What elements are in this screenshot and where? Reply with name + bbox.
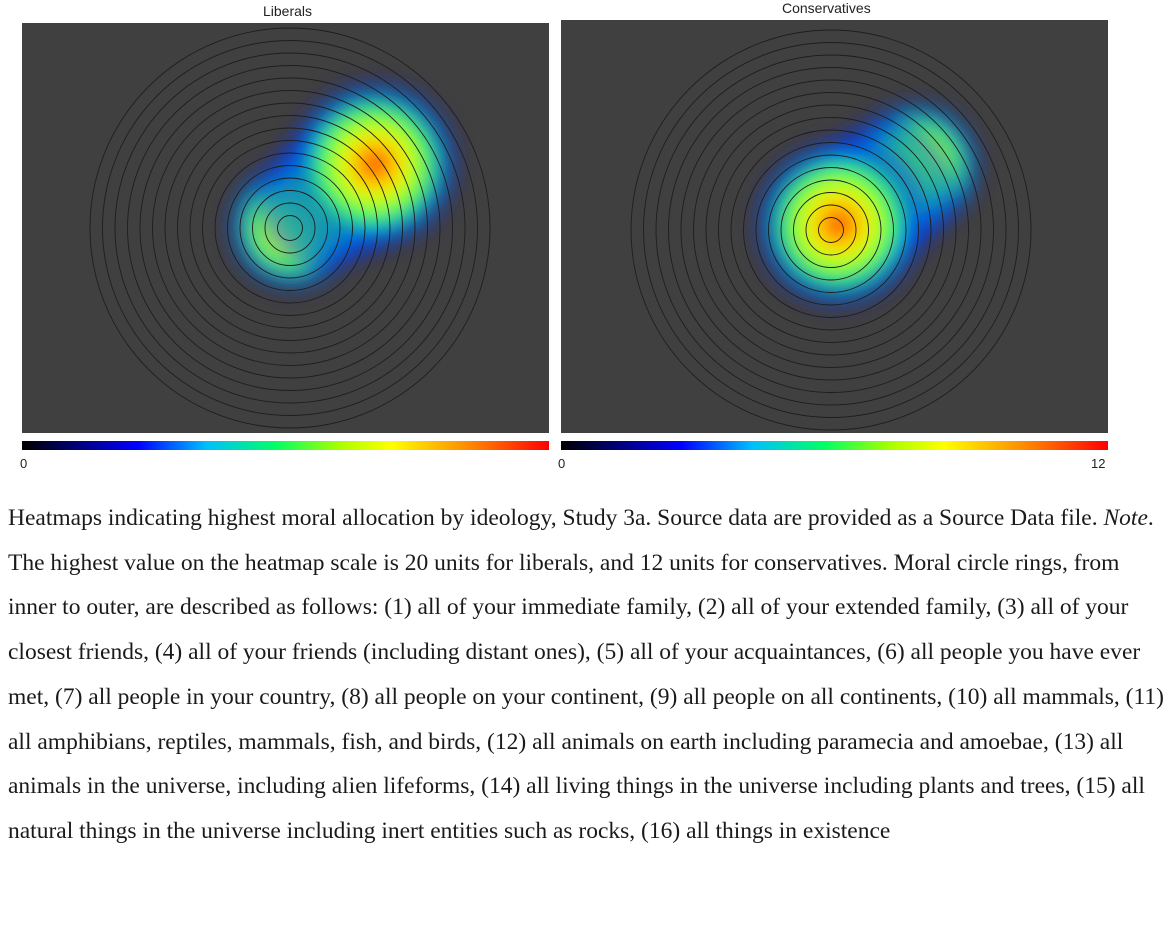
moral-circle-ring-4 [780,179,882,281]
liberals-colorbar-min: 0 [20,456,28,471]
moral-circle-ring-12 [139,77,441,379]
liberals-colorbar [22,441,549,450]
moral-circle-ring-6 [214,152,366,304]
conservatives-heatmap [561,20,1108,433]
heat-blobs [226,78,461,293]
moral-circle-ring-13 [127,65,453,391]
moral-circle-ring-16 [89,27,491,429]
moral-circle-ring-15 [102,40,478,416]
moral-circle-ring-5 [227,165,353,291]
moral-circle-ring-14 [114,52,466,404]
moral-circle-ring-7 [202,140,378,316]
moral-circle-ring-11 [693,92,969,368]
moral-circle-ring-1 [818,217,844,243]
conservatives-panel-title: Conservatives [782,0,871,16]
caption-text-1: Heatmaps indicating highest moral alloca… [8,505,1104,531]
moral-circle-ring-6 [755,154,907,306]
moral-circle-ring-10 [705,104,957,356]
moral-circle-ring-9 [718,117,944,343]
moral-circle-ring-15 [643,42,1019,418]
heat-blobs [753,99,983,310]
moral-circle-ring-3 [252,190,328,266]
moral-circle-ring-3 [793,192,869,268]
figure-caption: Heatmaps indicating highest moral alloca… [8,496,1168,854]
moral-circle-ring-13 [668,67,994,393]
moral-circle-ring-8 [730,129,932,331]
caption-text-2: . The highest value on the heatmap scale… [8,505,1164,844]
conservatives-colorbar-max: 12 [1091,456,1106,471]
conservatives-heatmap-svg [630,29,1032,431]
moral-circle-ring-12 [680,79,982,381]
moral-circle-ring-4 [239,177,341,279]
moral-circle-ring-14 [655,54,1007,406]
liberals-panel-title: Liberals [263,3,313,19]
moral-circle-ring-2 [805,204,857,256]
moral-circle-ring-16 [630,29,1032,431]
moral-circle-ring-1 [277,215,303,241]
conservatives-colorbar [561,441,1108,450]
moral-circle-ring-2 [264,202,316,254]
liberals-heatmap [22,23,549,433]
liberals-heatmap-svg [89,27,491,429]
caption-note: Note [1103,505,1148,531]
conservatives-colorbar-min: 0 [558,456,566,471]
moral-circle-ring-11 [152,90,428,366]
moral-circle-ring-8 [189,127,391,329]
heat-hotspot-3 [289,78,461,251]
heat-hotspot-3 [753,138,925,310]
moral-circle-ring-10 [164,102,416,354]
moral-circle-ring-7 [743,142,919,318]
moral-circle-ring-5 [768,167,894,293]
moral-circle-ring-9 [177,115,403,341]
